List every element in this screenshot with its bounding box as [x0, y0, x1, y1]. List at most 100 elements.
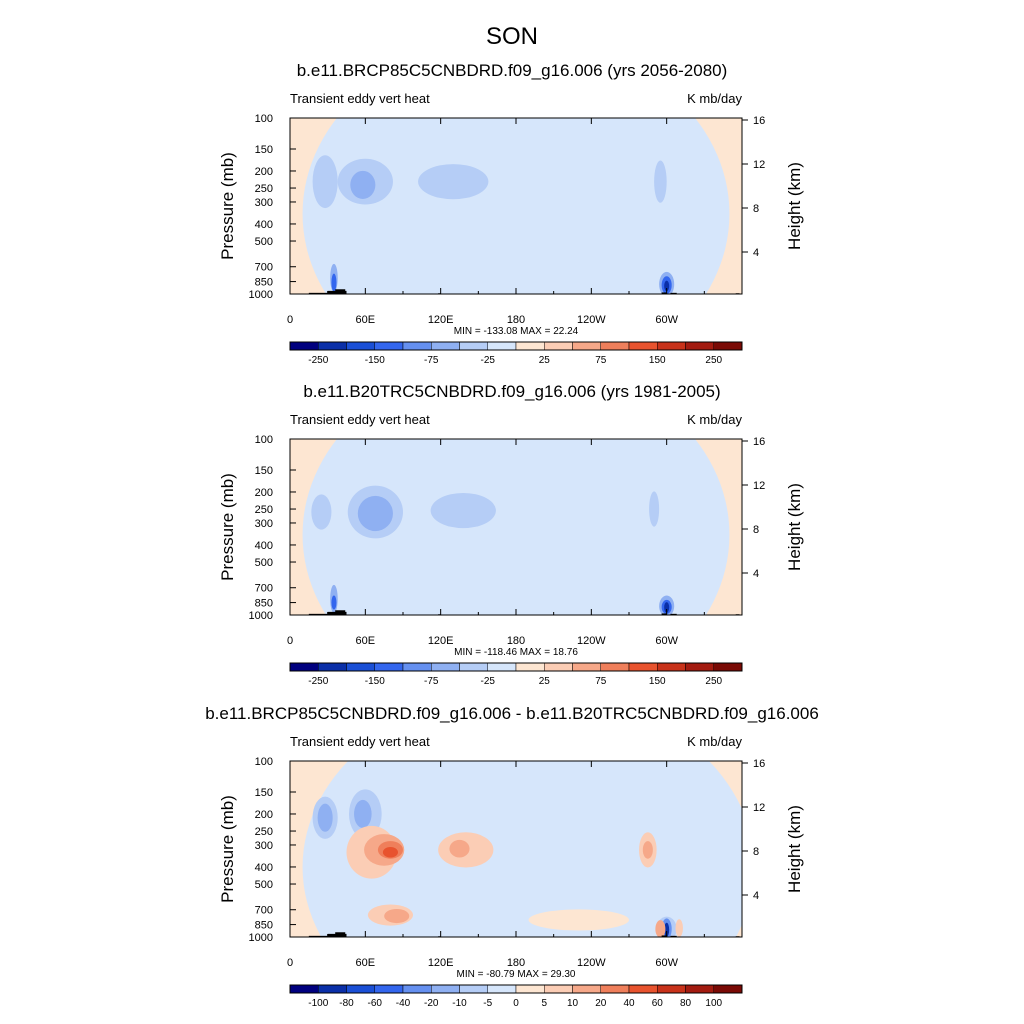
colorbar-swatch — [431, 662, 460, 672]
panel-title: b.e11.BRCP85C5CNBDRD.f09_g16.006 (yrs 20… — [297, 61, 728, 80]
x-tick-label: 180 — [507, 957, 525, 969]
colorbar-swatch — [657, 662, 686, 672]
colorbar-label: -25 — [481, 355, 496, 366]
contour-region — [382, 846, 398, 858]
colorbar-swatch — [544, 662, 573, 672]
colorbar-frame — [289, 341, 743, 351]
y-tick-label: 1000 — [249, 610, 273, 622]
colorbar-label: -75 — [424, 355, 439, 366]
contour-region — [311, 494, 332, 530]
y-tick-label: 200 — [255, 487, 273, 499]
colorbar-label: 40 — [623, 998, 635, 1009]
y-tick-label: 150 — [255, 144, 273, 156]
figure-title: SON — [486, 23, 538, 50]
y-tick-label: 300 — [255, 840, 273, 852]
right-axis-label: Height (km) — [785, 805, 804, 893]
contour-region — [664, 280, 670, 292]
colorbar-swatch — [572, 984, 601, 994]
right-tick-label: 8 — [753, 524, 759, 536]
contour-region — [354, 799, 372, 829]
colorbar-label: 75 — [595, 676, 607, 687]
y-tick-label: 700 — [255, 262, 273, 274]
topography — [308, 935, 328, 937]
colorbar-label: -5 — [483, 998, 492, 1009]
colorbar-swatch — [628, 341, 658, 351]
right-tick-label: 12 — [753, 802, 765, 814]
colorbar-label: -25 — [481, 676, 496, 687]
panel-2: b.e11.B20TRC5CNBDRD.f09_g16.006 (yrs 198… — [218, 382, 804, 687]
contour-region — [528, 909, 629, 931]
y-tick-label: 850 — [255, 277, 273, 289]
y-tick-label: 100 — [255, 113, 273, 125]
y-tick-label: 150 — [255, 787, 273, 799]
colorbar-swatch — [515, 662, 545, 672]
topography — [661, 292, 667, 294]
y-tick-label: 500 — [255, 879, 273, 891]
x-tick-label: 120E — [428, 957, 454, 969]
x-tick-label: 60W — [655, 314, 678, 326]
y-tick-label: 700 — [255, 905, 273, 917]
y-tick-label: 1000 — [249, 289, 273, 301]
topography — [335, 289, 346, 294]
y-tick-label: 300 — [255, 197, 273, 209]
y-tick-label: 1000 — [249, 932, 273, 944]
contour-region — [418, 164, 489, 200]
left-label: Transient eddy vert heat — [290, 91, 430, 106]
y-tick-label: 500 — [255, 236, 273, 248]
y-axis-label: Pressure (mb) — [218, 473, 237, 581]
x-tick-label: 60E — [356, 635, 376, 647]
colorbar-swatch — [657, 984, 686, 994]
y-axis-label: Pressure (mb) — [218, 152, 237, 260]
x-tick-label: 60E — [356, 957, 376, 969]
colorbar-swatch — [487, 662, 517, 672]
topography — [335, 610, 346, 615]
colorbar-swatch — [318, 984, 347, 994]
colorbar-label: 0 — [513, 998, 519, 1009]
colorbar-swatch — [572, 662, 601, 672]
colorbar-label: 250 — [705, 355, 722, 366]
left-label: Transient eddy vert heat — [290, 734, 430, 749]
colorbar-swatch — [289, 984, 319, 994]
contour-region — [664, 922, 670, 937]
colorbar-swatch — [459, 662, 488, 672]
y-tick-label: 850 — [255, 920, 273, 932]
right-label: K mb/day — [687, 91, 742, 106]
topography — [670, 935, 677, 937]
colorbar-swatch — [572, 341, 601, 351]
y-tick-label: 300 — [255, 518, 273, 530]
y-tick-label: 400 — [255, 219, 273, 231]
colorbar-swatch — [402, 341, 432, 351]
y-tick-label: 250 — [255, 183, 273, 195]
contour-region — [642, 841, 653, 859]
contour-region — [317, 803, 333, 832]
colorbar-label: -10 — [452, 998, 467, 1009]
colorbar-swatch — [600, 662, 630, 672]
colorbar-swatch — [346, 341, 375, 351]
y-axis-label: Pressure (mb) — [218, 795, 237, 903]
contour-region — [649, 491, 660, 527]
x-tick-label: 0 — [287, 635, 293, 647]
y-tick-label: 250 — [255, 504, 273, 516]
colorbar-swatch — [544, 341, 573, 351]
x-tick-label: 120E — [428, 635, 454, 647]
colorbar-swatch — [318, 341, 347, 351]
colorbar-swatch — [346, 984, 375, 994]
right-tick-label: 12 — [753, 159, 765, 171]
colorbar-label: 150 — [649, 355, 666, 366]
contour-region — [350, 170, 376, 199]
right-tick-label: 8 — [753, 846, 759, 858]
colorbar-swatch — [628, 662, 658, 672]
contour-region — [655, 920, 666, 937]
colorbar-swatch — [431, 341, 460, 351]
colorbar-label: -250 — [308, 676, 328, 687]
colorbar-swatch — [318, 662, 347, 672]
colorbar-swatch — [515, 984, 545, 994]
colorbar-swatch — [289, 662, 319, 672]
colorbar-label: -75 — [424, 676, 439, 687]
colorbar-swatch — [713, 984, 743, 994]
contour-region — [312, 155, 338, 209]
colorbar-swatch — [515, 341, 545, 351]
right-axis-label: Height (km) — [785, 483, 804, 571]
contour-region — [654, 160, 667, 203]
colorbar-label: -40 — [396, 998, 411, 1009]
